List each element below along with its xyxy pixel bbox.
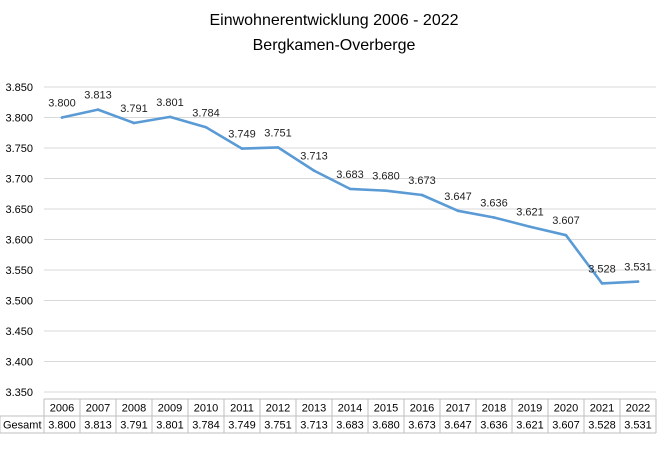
y-tick-label: 3.550 (5, 265, 33, 277)
data-point (132, 121, 136, 125)
table-value-cell: 3.813 (84, 420, 112, 432)
table-year-cell: 2018 (482, 403, 506, 415)
table-year-cell: 2014 (338, 403, 362, 415)
table-value-cell: 3.636 (480, 420, 508, 432)
chart-subtitle: Bergkamen-Overberge (253, 37, 416, 54)
series-line-group (60, 108, 640, 285)
y-tick-label: 3.850 (5, 82, 33, 94)
data-label: 3.528 (588, 263, 616, 275)
data-point (204, 125, 208, 129)
table-value-cell: 3.528 (588, 420, 616, 432)
table-year-cell: 2015 (374, 403, 398, 415)
table-year-cell: 2006 (50, 403, 74, 415)
data-point (276, 146, 280, 149)
data-label: 3.751 (264, 127, 292, 139)
data-label: 3.531 (624, 262, 652, 274)
table-value-cell: 3.800 (48, 420, 76, 432)
data-point (96, 108, 100, 111)
table-value-cell: 3.680 (372, 420, 400, 432)
data-point (492, 216, 496, 219)
table-value-cell: 3.801 (156, 420, 184, 432)
table-year-cell: 2019 (518, 403, 542, 415)
data-label: 3.673 (408, 175, 436, 187)
table-year-cell: 2010 (194, 403, 218, 415)
data-label: 3.713 (300, 151, 328, 163)
table-value-cell: 3.683 (336, 420, 364, 432)
y-tick-label: 3.700 (5, 174, 33, 186)
data-label: 3.621 (516, 207, 544, 219)
data-point (600, 282, 604, 285)
y-tick-label: 3.750 (5, 143, 33, 155)
table-year-cell: 2017 (446, 403, 470, 415)
y-tick-label: 3.350 (5, 387, 33, 399)
y-tick-label: 3.800 (5, 113, 33, 125)
table-value-cell: 3.607 (552, 420, 580, 432)
table-year-cell: 2021 (590, 403, 614, 415)
data-point (168, 115, 172, 119)
data-point (384, 189, 388, 192)
data-label: 3.791 (120, 103, 148, 115)
table-year-cell: 2009 (158, 403, 182, 415)
table-year-cell: 2016 (410, 403, 434, 415)
table-year-cell: 2007 (86, 403, 110, 415)
y-tick-label: 3.600 (5, 235, 33, 247)
chart-title: Einwohnerentwicklung 2006 - 2022 (209, 12, 458, 29)
table-value-cell: 3.531 (624, 420, 652, 432)
table-year-cell: 2012 (266, 403, 290, 415)
y-tick-label: 3.650 (5, 204, 33, 216)
table-row-label: Gesamt (3, 420, 42, 432)
table-year-cell: 2011 (230, 403, 254, 415)
table-value-cell: 3.791 (120, 420, 148, 432)
table-year-cell: 2008 (122, 403, 146, 415)
data-label: 3.680 (372, 171, 400, 183)
table-value-cell: 3.647 (444, 420, 472, 432)
data-point (312, 169, 316, 172)
table-year-cell: 2022 (626, 403, 650, 415)
table-year-cell: 2020 (554, 403, 578, 415)
data-point (636, 280, 640, 283)
data-point (564, 233, 568, 237)
data-point (456, 209, 460, 213)
table-value-cell: 3.784 (192, 420, 220, 432)
data-point (240, 147, 244, 150)
data-label: 3.683 (336, 169, 364, 181)
table-year-cell: 2013 (302, 403, 326, 415)
data-label: 3.636 (480, 198, 508, 210)
data-label: 3.800 (48, 98, 76, 110)
data-labels: 3.800 3.813 3.791 3.801 3.784 3.749 3.751 3.713… (48, 90, 652, 276)
table-value-cell: 3.749 (228, 420, 256, 432)
y-tick-label: 3.450 (5, 326, 33, 338)
table-value-cell: 3.621 (516, 420, 544, 432)
data-label: 3.607 (552, 215, 580, 227)
data-label: 3.801 (156, 97, 184, 109)
data-point (60, 116, 64, 119)
y-axis: 3.350 3.400 3.450 3.500 3.550 3.600 3.650 3.700… (5, 82, 33, 399)
series-line-gesamt (60, 108, 640, 285)
data-label: 3.647 (444, 191, 472, 203)
data-point (420, 193, 424, 197)
gridlines (44, 86, 656, 393)
y-tick-label: 3.400 (5, 357, 33, 369)
table-value-cell: 3.713 (300, 420, 328, 432)
data-label: 3.813 (84, 90, 112, 102)
table-value-cell: 3.751 (264, 420, 292, 432)
y-tick-label: 3.500 (5, 296, 33, 308)
table-value-cell: 3.673 (408, 420, 436, 432)
data-point (348, 187, 352, 191)
data-point (528, 225, 532, 228)
data-table: 2006 3.800 2007 3.813 2008 3.791 2009 3.801 2010… (0, 398, 657, 434)
data-label: 3.749 (228, 129, 256, 141)
data-label: 3.784 (192, 107, 220, 119)
